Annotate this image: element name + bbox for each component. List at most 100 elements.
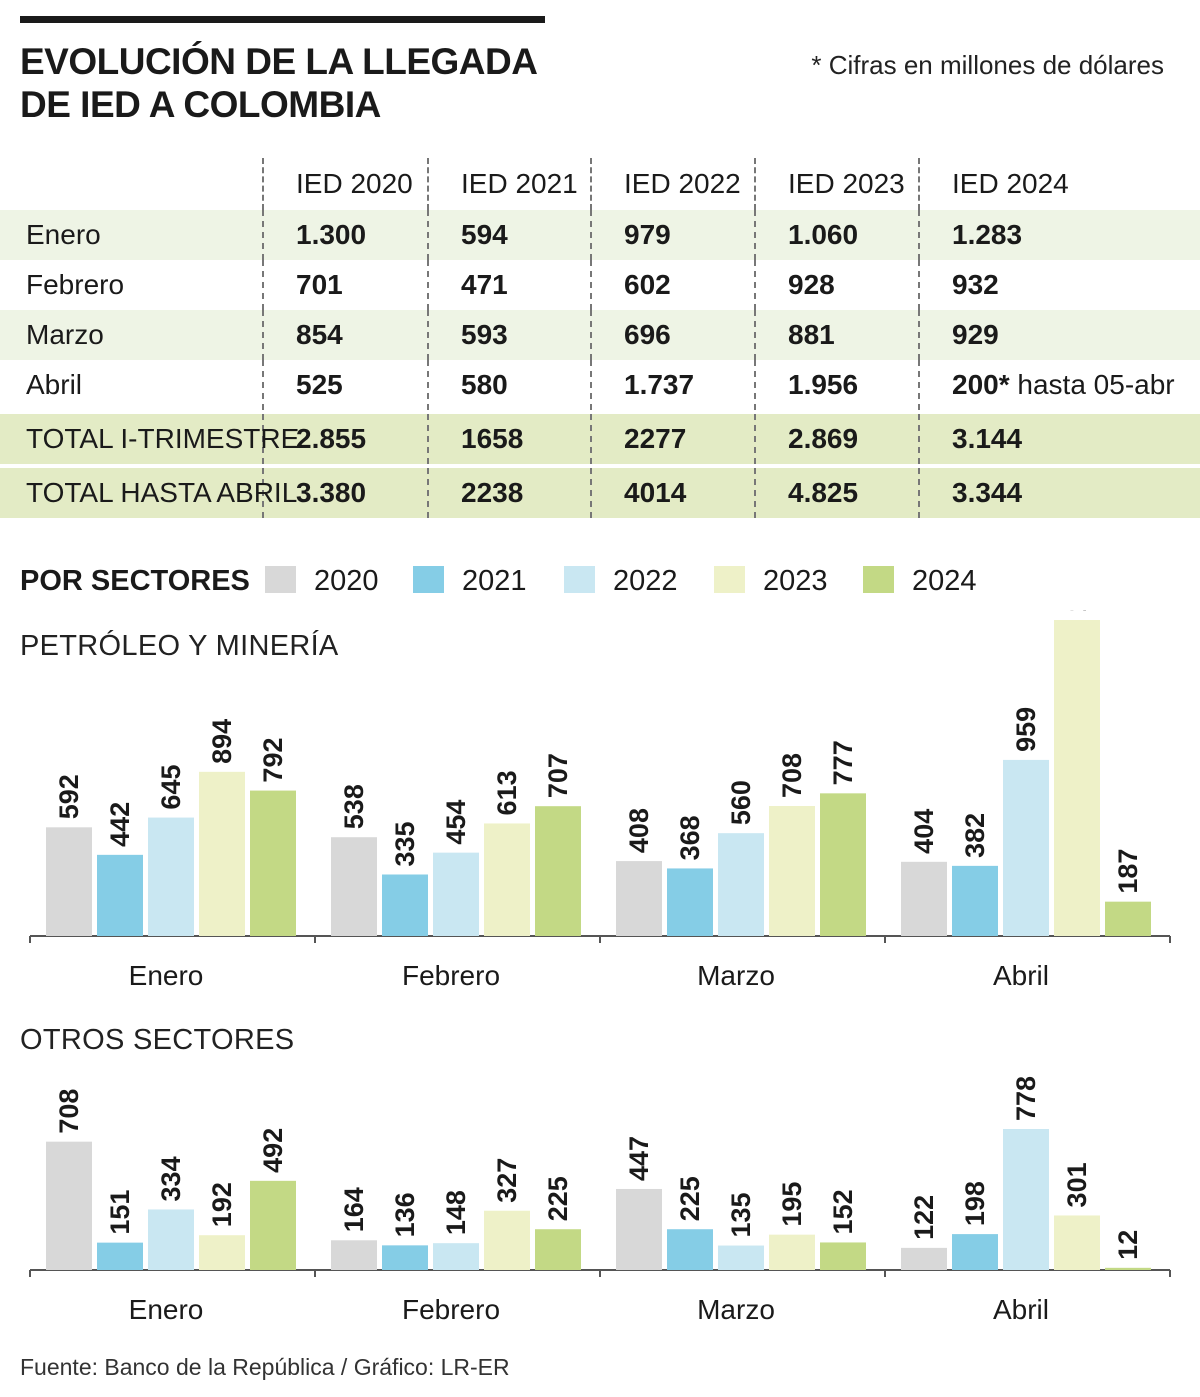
cell-note: hasta 05-abr — [1009, 369, 1175, 400]
category-label: Abril — [993, 960, 1049, 991]
bar-2020-marzo — [616, 861, 662, 936]
bar-value-label: 404 — [909, 809, 939, 854]
bar-value-label: 592 — [54, 774, 84, 819]
cell-value: 696 — [624, 319, 671, 350]
row-label: Abril — [26, 369, 83, 400]
title-line-2: DE IED A COLOMBIA — [20, 84, 381, 125]
row-label: TOTAL I-TRIMESTRE — [0, 414, 299, 464]
table-row: Febrero 701 471 602 928 932 — [0, 260, 1200, 310]
category-label: Marzo — [697, 1294, 775, 1325]
cell-value: 593 — [461, 319, 508, 350]
chart-title-otros: OTROS SECTORES — [20, 1024, 295, 1056]
cell-value: 881 — [788, 319, 835, 350]
cell-value: 602 — [624, 269, 671, 300]
table-cell: 1.956 — [754, 360, 919, 410]
table-cell: 593 — [427, 310, 591, 360]
table-cell: 928 — [754, 260, 919, 310]
bar-2022-marzo — [718, 1245, 764, 1270]
table-cell: 3.144 — [918, 414, 1200, 464]
column-header: IED 2020 — [262, 158, 428, 210]
bar-value-label: 198 — [960, 1181, 990, 1226]
bar-2020-febrero — [331, 1240, 377, 1270]
cell-value: 929 — [952, 319, 999, 350]
row-label: Enero — [0, 210, 263, 260]
bar-value-label: 195 — [777, 1182, 807, 1227]
legend-label: 2024 — [912, 565, 977, 597]
page-title: EVOLUCIÓN DE LA LLEGADA DE IED A COLOMBI… — [20, 40, 538, 126]
bar-value-label: 613 — [492, 770, 522, 815]
bar-value-label: 122 — [909, 1195, 939, 1240]
bar-value-label: 560 — [726, 780, 756, 825]
bar-2021-febrero — [382, 1245, 428, 1270]
bar-value-label: 454 — [441, 800, 471, 845]
bar-2022-febrero — [433, 1243, 479, 1270]
table-cell: 1.737 — [590, 360, 755, 410]
cell-value: 3.380 — [296, 477, 367, 508]
row-spacer — [0, 410, 1200, 414]
table-cell: 979 — [590, 210, 755, 260]
legend: POR SECTORES 2020 2021 2022 2023 2024 — [20, 563, 1180, 603]
bar-value-label: 151 — [105, 1190, 135, 1235]
legend-label: 2020 — [314, 565, 379, 597]
bar-2023-febrero — [484, 1210, 530, 1270]
bar-2023-abril — [1054, 620, 1100, 936]
table-cell: 471 — [427, 260, 591, 310]
bar-value-label: 135 — [726, 1192, 756, 1237]
column-header: IED 2023 — [754, 158, 919, 210]
bar-value-label: 334 — [156, 1156, 186, 1201]
bar-value-label: 187 — [1113, 849, 1143, 894]
bar-2021-marzo — [667, 868, 713, 936]
table-row: TOTAL I-TRIMESTRE 2.855 1658 2277 2.869 3.144 — [0, 414, 1200, 464]
row-spacer — [0, 464, 1200, 468]
bar-2020-enero — [46, 827, 92, 936]
legend-label: 2021 — [462, 565, 527, 597]
cell-value: 200* — [952, 369, 1010, 400]
legend-swatch — [413, 566, 444, 593]
legend-item-2021: 2021 — [413, 565, 527, 598]
table-row: TOTAL HASTA ABRIL 3.380 2238 4014 4.825 3.344 — [0, 468, 1200, 518]
legend-label: 2022 — [613, 565, 678, 597]
bar-2021-abril — [952, 1234, 998, 1270]
bar-2024-febrero — [535, 1229, 581, 1270]
bar-2023-abril — [1054, 1215, 1100, 1270]
bar-2022-enero — [148, 1209, 194, 1270]
bar-2022-abril — [1003, 1129, 1049, 1270]
bar-2024-marzo — [820, 1242, 866, 1270]
table-cell: 602 — [590, 260, 755, 310]
title-line-1: EVOLUCIÓN DE LA LLEGADA — [20, 41, 538, 82]
bar-value-label: 708 — [777, 753, 807, 798]
source-credit: Fuente: Banco de la República / Gráfico:… — [20, 1354, 510, 1380]
table-cell: 2277 — [590, 414, 755, 464]
bar-2021-marzo — [667, 1229, 713, 1270]
table-cell: 854 — [262, 310, 428, 360]
ied-table: IED 2020 IED 2021 IED 2022 IED 2023 IED … — [0, 158, 1200, 518]
table-header-row: IED 2020 IED 2021 IED 2022 IED 2023 IED … — [0, 158, 1200, 210]
legend-item-2024: 2024 — [863, 565, 977, 598]
bar-value-label: 152 — [828, 1189, 858, 1234]
table-cell: 3.380 — [262, 468, 428, 518]
cell-value: 1658 — [461, 423, 524, 454]
column-header: IED 2024 — [918, 158, 1200, 210]
bar-2024-marzo — [820, 793, 866, 936]
legend-swatch — [714, 566, 745, 593]
table-cell: 932 — [918, 260, 1200, 310]
table-cell: 4014 — [590, 468, 755, 518]
table-row: Enero 1.300 594 979 1.060 1.283 — [0, 210, 1200, 260]
bar-value-label: 959 — [1011, 707, 1041, 752]
cell-value: 854 — [296, 319, 343, 350]
legend-item-2020: 2020 — [265, 565, 379, 598]
bar-2024-abril — [1105, 901, 1151, 936]
row-label: Febrero — [26, 269, 125, 300]
bar-chart-otros-sectores: Enero 708 151 334 192 492 Febrero 164 136 148 327 2… — [29, 1076, 1171, 1325]
bar-value-label: 12 — [1113, 1230, 1143, 1260]
table-cell: 1.283 — [918, 210, 1200, 260]
cell-value: 4014 — [624, 477, 687, 508]
table-cell: 1658 — [427, 414, 591, 464]
category-label: Enero — [129, 1294, 204, 1325]
bar-value-label: 447 — [624, 1136, 654, 1181]
table-cell: 525 — [262, 360, 428, 410]
table-cell: 4.825 — [754, 468, 919, 518]
table-cell: 1.300 — [262, 210, 428, 260]
cell-value: 701 — [296, 269, 343, 300]
bar-value-label: 225 — [543, 1176, 573, 1221]
